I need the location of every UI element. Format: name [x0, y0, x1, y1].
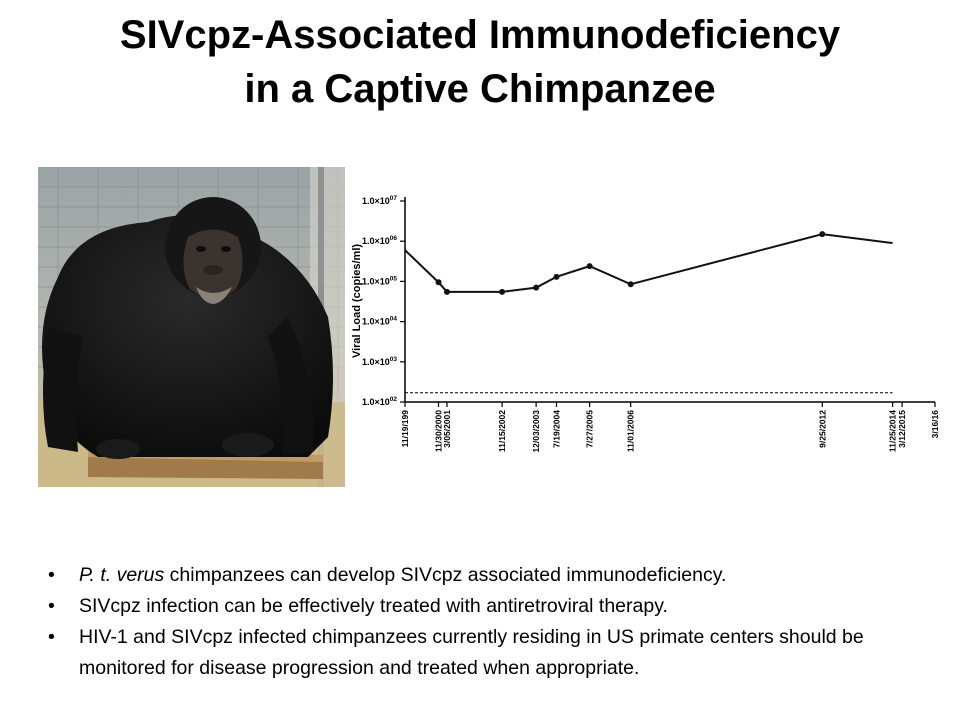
series [404, 231, 893, 394]
data-point [627, 281, 634, 288]
data-point [586, 263, 593, 270]
y-axis: 1.0×1007 1.0×1006 1.0×1005 1.0×1004 1.0×1003… [362, 195, 406, 407]
y-tick-label: 1.0×1003 [362, 356, 397, 367]
x-tick-label: 11/25/2014 [888, 410, 898, 452]
bullet-item: • SIVcpz infection can be effectively tr… [48, 591, 938, 622]
bullet-symbol: • [48, 626, 55, 648]
bullet-item: • HIV-1 and SIVcpz infected chimpanzees … [48, 622, 938, 684]
bullet-lead-italic: P. t. verus [79, 564, 165, 586]
data-point [533, 284, 540, 291]
bullet-symbol: • [48, 564, 55, 586]
y-tick-label: 1.0×1006 [362, 235, 397, 246]
series-line [404, 233, 893, 293]
x-tick-label: 11/19/199 [400, 410, 410, 448]
x-tick-label: 12/03/2003 [531, 410, 541, 453]
y-axis-label: Viral Load (copies/ml) [351, 244, 363, 358]
bullet-symbol: • [48, 595, 55, 617]
y-tick-label: 1.0×1004 [362, 316, 397, 327]
data-point [553, 273, 560, 280]
viral-load-chart: Viral Load (copies/ml) 1.0×10071.0×10061… [351, 195, 940, 453]
title-line-1: SIVcpz-Associated Immunodeficiency [119, 13, 841, 57]
y-tick-label: 1.0×1002 [362, 396, 397, 407]
data-point [819, 231, 826, 238]
x-tick-label: 3/12/2015 [897, 410, 907, 448]
bullet-text: SIVcpz infection can be effectively trea… [79, 595, 668, 617]
data-point [435, 279, 442, 286]
x-tick-label: 11/01/2006 [626, 410, 636, 452]
bullet-text: chimpanzees can develop SIVcpz associate… [164, 564, 727, 586]
x-tick-label: 7/27/2005 [585, 410, 595, 448]
bullet-list: • P. t. verus chimpanzees can develop SI… [48, 560, 938, 684]
bullet-text: HIV-1 and SIVcpz infected chimpanzees cu… [79, 626, 864, 679]
x-tick-label: 11/15/2002 [497, 410, 507, 452]
y-tick-label: 1.0×1007 [362, 195, 397, 206]
bullet-item: • P. t. verus chimpanzees can develop SI… [48, 560, 938, 591]
x-tick-label: 11/30/2000 [434, 410, 444, 452]
chimpanzee-photo [38, 167, 345, 487]
data-point [443, 288, 450, 295]
x-tick-label: 7/19/2004 [551, 410, 561, 448]
slide-title: SIVcpz-Associated Immunodeficiency in a … [0, 8, 960, 116]
data-point [499, 288, 506, 295]
x-tick-label: 3/16/16 [930, 410, 940, 439]
y-tick-label: 1.0×1005 [362, 275, 397, 286]
x-tick-label: 9/25/2012 [817, 410, 827, 448]
title-line-2: in a Captive Chimpanzee [244, 67, 716, 111]
x-tick-label: 3/05/2001 [442, 410, 452, 448]
